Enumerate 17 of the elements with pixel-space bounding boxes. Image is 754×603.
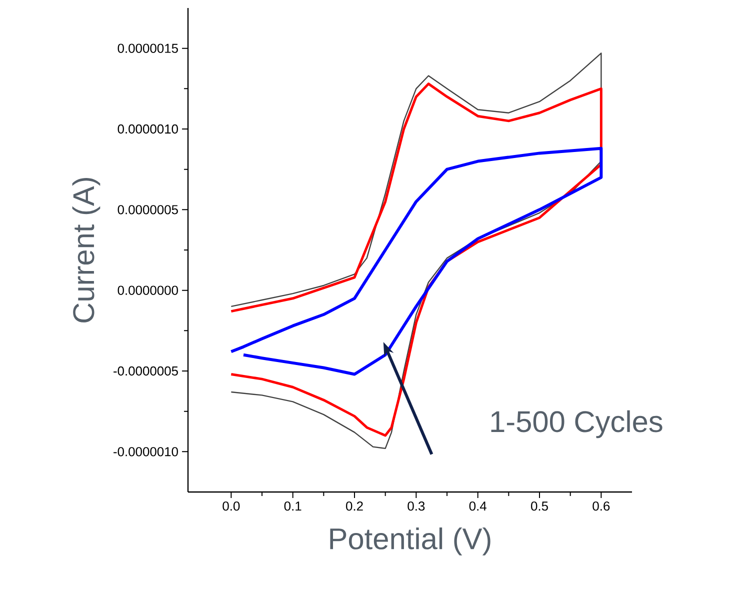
line-series [230, 146, 603, 376]
x-tick-label: 0.2 [346, 501, 363, 511]
x-tick-label: 0.4 [469, 501, 486, 511]
x-axis-title: Potential (V) [330, 527, 490, 556]
x-tick-label: 0.1 [284, 501, 302, 511]
y-tick-label: 0.0000015 [118, 44, 178, 53]
y-tick-label: -0.0000005 [114, 366, 178, 376]
x-tick-label: 0.0 [222, 501, 240, 511]
x-tick-label: 0.6 [592, 501, 610, 511]
x-tick-label: 0.5 [531, 501, 548, 511]
y-axis-title: Current (A) [72, 178, 100, 322]
y-tick-label: -0.0000010 [114, 447, 178, 456]
x-tick-label: 0.3 [408, 501, 425, 511]
y-tick-label: 0.0000005 [118, 205, 178, 214]
annotation: 1-500 Cycles [491, 410, 662, 438]
y-tick-label: 0.0000010 [118, 124, 178, 134]
y-tick-label: 0.0000000 [118, 286, 178, 295]
